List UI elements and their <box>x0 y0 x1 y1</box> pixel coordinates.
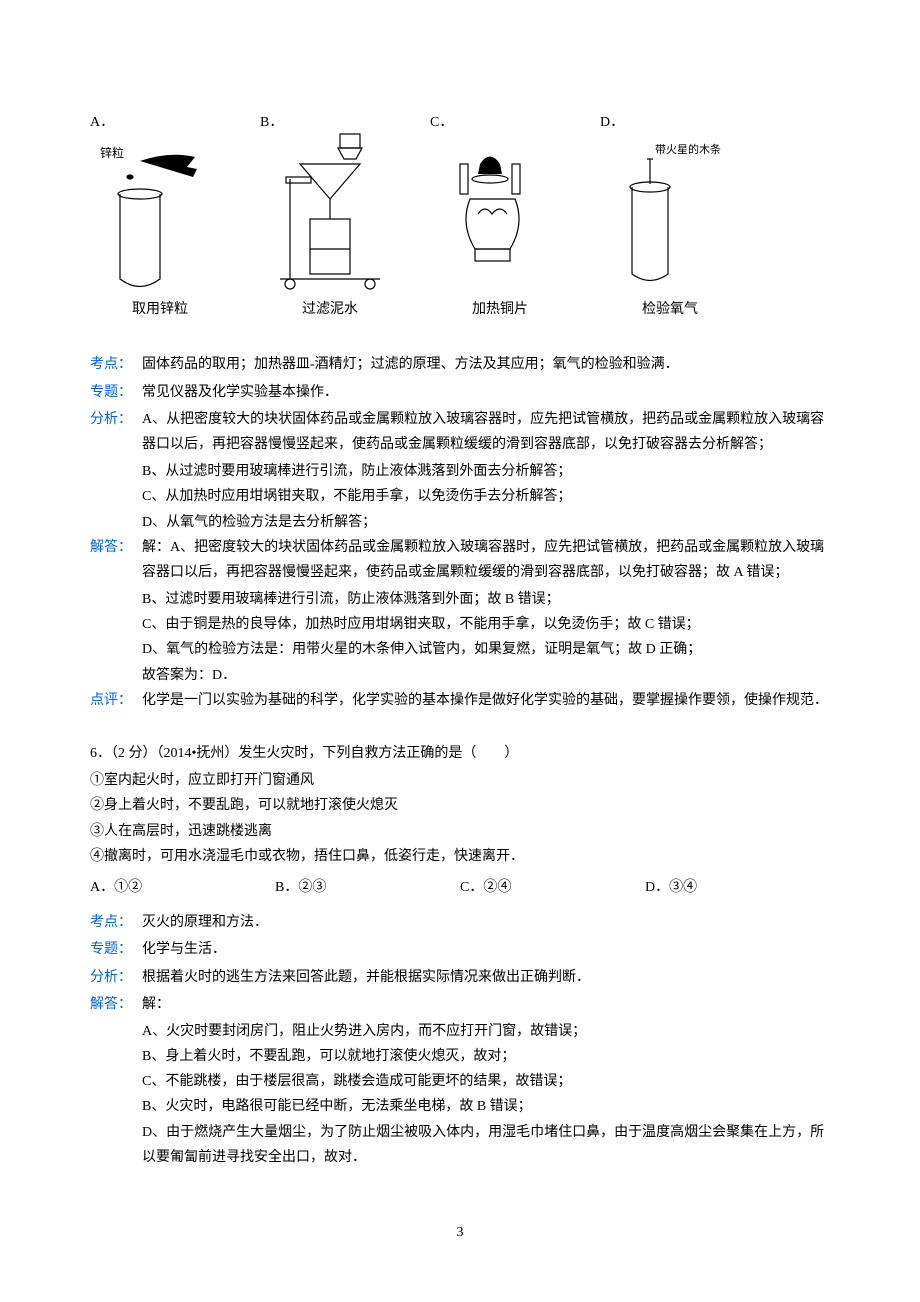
q5-fenxi-row: 分析： A、从把密度较大的块状固体药品或金属颗粒放入玻璃容器时，应先把试管横放，… <box>90 407 830 457</box>
figure-b-caption: 过滤泥水 <box>302 297 358 322</box>
figure-a-label: A． <box>90 110 114 135</box>
oxygen-test-icon: 带火星的木条 <box>600 139 740 289</box>
q5-fenxi-1: B、从过滤时要用玻璃棒进行引流，防止液体溅落到外面去分析解答； <box>90 459 830 484</box>
q6-zhuanti-text: 化学与生活． <box>142 937 830 962</box>
figure-b: B． 过滤泥水 <box>260 110 400 322</box>
q6-opt-a: A．①② <box>90 875 275 900</box>
figure-d-image: 带火星的木条 <box>600 139 740 289</box>
figure-a: A． 锌粒 取用锌粒 <box>90 110 230 322</box>
q6-fenxi-text: 根据着火时的逃生方法来回答此题，并能根据实际情况来做出正确判断． <box>142 965 830 990</box>
kaodian-label-2: 考点： <box>90 910 142 935</box>
q5-dianping-text: 化学是一门以实验为基础的科学，化学实验的基本操作是做好化学实验的基础，要掌握操作… <box>142 688 830 713</box>
q5-jieda-0: 解：A、把密度较大的块状固体药品或金属颗粒放入玻璃容器时，应先把试管横放，把药品… <box>142 535 830 585</box>
figure-c-label: C． <box>430 110 453 135</box>
zhuanti-label-2: 专题： <box>90 937 142 962</box>
figure-c: C． 加热铜片 <box>430 110 570 322</box>
q6-jieda-1: A、火灾时要封闭房门，阻止火势进入房内，而不应打开门窗，故错误； <box>90 1019 830 1044</box>
q5-jieda-4: 故答案为：D． <box>90 663 830 688</box>
q5-fenxi-3: D、从氧气的检验方法是去分析解答； <box>90 510 830 535</box>
q6-stem: 6．（2 分）（2014•抚州）发生火灾时，下列自救方法正确的是（ ） <box>90 741 830 766</box>
figure-c-caption: 加热铜片 <box>472 297 528 322</box>
q5-zhuanti-row: 专题： 常见仪器及化学实验基本操作． <box>90 380 830 405</box>
q6-item-4: ④撤离时，可用水浇湿毛巾或衣物，捂住口鼻，低姿行走，快速离开． <box>90 844 830 869</box>
figure-a-image: 锌粒 <box>90 139 230 289</box>
figure-d: D． 带火星的木条 检验氧气 <box>600 110 740 322</box>
q6-jieda-5: D、由于燃烧产生大量烟尘，为了防止烟尘被吸入体内，用湿毛巾堵住口鼻，由于温度高烟… <box>90 1120 830 1170</box>
q5-block: 考点： 固体药品的取用；加热器皿-酒精灯；过滤的原理、方法及其应用；氧气的检验和… <box>90 352 830 713</box>
fenxi-label: 分析： <box>90 407 142 457</box>
figure-d-annot: 带火星的木条 <box>655 142 721 156</box>
jieda-label-2: 解答： <box>90 992 142 1017</box>
q6-opt-d: D．③④ <box>645 875 830 900</box>
q5-jieda-1: B、过滤时要用玻璃棒进行引流，防止液体溅落到外面；故 B 错误； <box>90 587 830 612</box>
page-number: 3 <box>90 1220 830 1245</box>
q5-kaodian-text: 固体药品的取用；加热器皿-酒精灯；过滤的原理、方法及其应用；氧气的检验和验满． <box>142 352 830 377</box>
q5-dianping-row: 点评： 化学是一门以实验为基础的科学，化学实验的基本操作是做好化学实验的基础，要… <box>90 688 830 713</box>
figure-a-annot: 锌粒 <box>100 145 124 160</box>
tube-zinc-icon: 锌粒 <box>90 139 230 289</box>
q6-jieda-0: 解： <box>142 992 830 1017</box>
figure-c-image <box>430 139 570 289</box>
q6-opt-b: B．②③ <box>275 875 460 900</box>
q5-kaodian-row: 考点： 固体药品的取用；加热器皿-酒精灯；过滤的原理、方法及其应用；氧气的检验和… <box>90 352 830 377</box>
q5-jieda-3: D、氧气的检验方法是：用带火星的木条伸入试管内，如果复燃，证明是氧气；故 D 正… <box>90 637 830 662</box>
zhuanti-label: 专题： <box>90 380 142 405</box>
q6-kaodian-text: 灭火的原理和方法． <box>142 910 830 935</box>
q6-jieda-3: C、不能跳楼，由于楼层很高，跳楼会造成可能更坏的结果，故错误； <box>90 1069 830 1094</box>
q5-jieda-2: C、由于铜是热的良导体，加热时应用坩埚钳夹取，不能用手拿，以免烫伤手；故 C 错… <box>90 612 830 637</box>
heat-copper-icon <box>430 144 570 284</box>
q5-jieda-row: 解答： 解：A、把密度较大的块状固体药品或金属颗粒放入玻璃容器时，应先把试管横放… <box>90 535 830 585</box>
q6-block: 6．（2 分）（2014•抚州）发生火灾时，下列自救方法正确的是（ ） ①室内起… <box>90 741 830 1170</box>
q6-item-2: ②身上着火时，不要乱跑，可以就地打滚使火熄灭 <box>90 793 830 818</box>
fenxi-label-2: 分析： <box>90 965 142 990</box>
filter-icon <box>260 129 400 299</box>
figure-b-image <box>260 139 400 289</box>
q6-fenxi-row: 分析： 根据着火时的逃生方法来回答此题，并能根据实际情况来做出正确判断． <box>90 965 830 990</box>
q6-jieda-row: 解答： 解： <box>90 992 830 1017</box>
figure-d-caption: 检验氧气 <box>642 297 698 322</box>
q6-options: A．①② B．②③ C．②④ D．③④ <box>90 875 830 900</box>
figure-a-caption: 取用锌粒 <box>132 297 188 322</box>
figures-row: A． 锌粒 取用锌粒 B． <box>90 110 830 322</box>
kaodian-label: 考点： <box>90 352 142 377</box>
q6-jieda-2: B、身上着火时，不要乱跑，可以就地打滚使火熄灭，故对； <box>90 1044 830 1069</box>
figure-d-label: D． <box>600 110 624 135</box>
q6-opt-c: C．②④ <box>460 875 645 900</box>
q6-kaodian-row: 考点： 灭火的原理和方法． <box>90 910 830 935</box>
q6-item-3: ③人在高层时，迅速跳楼逃离 <box>90 819 830 844</box>
q5-zhuanti-text: 常见仪器及化学实验基本操作． <box>142 380 830 405</box>
q5-fenxi-0: A、从把密度较大的块状固体药品或金属颗粒放入玻璃容器时，应先把试管横放，把药品或… <box>142 407 830 457</box>
q6-jieda-4: B、火灾时，电路很可能已经中断，无法乘坐电梯，故 B 错误； <box>90 1094 830 1119</box>
jieda-label: 解答： <box>90 535 142 585</box>
dianping-label: 点评： <box>90 688 142 713</box>
q6-item-1: ①室内起火时，应立即打开门窗通风 <box>90 768 830 793</box>
q6-zhuanti-row: 专题： 化学与生活． <box>90 937 830 962</box>
q5-fenxi-2: C、从加热时应用坩埚钳夹取，不能用手拿，以免烫伤手去分析解答； <box>90 484 830 509</box>
